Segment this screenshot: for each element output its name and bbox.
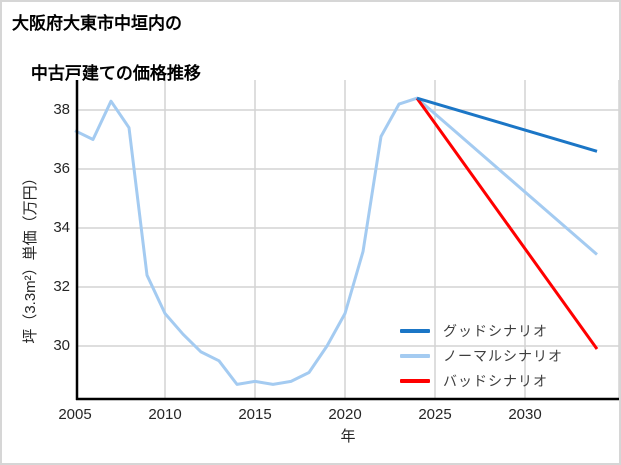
y-tick-36: 36 <box>53 160 70 177</box>
good-scenario-line-swatch <box>400 328 430 333</box>
legend-item-good: グッドシナリオ <box>400 318 563 343</box>
normal-scenario-line-swatch <box>400 353 430 358</box>
series-line-2 <box>415 97 599 350</box>
y-tick-38: 38 <box>53 101 70 118</box>
y-tick-34: 34 <box>53 219 70 236</box>
x-tick-2025: 2025 <box>418 406 452 423</box>
x-tick-2020: 2020 <box>328 406 362 423</box>
legend-label-bad: バッドシナリオ <box>443 372 548 389</box>
legend: グッドシナリオ ノーマルシナリオ バッドシナリオ <box>400 318 563 393</box>
legend-label-good: グッドシナリオ <box>443 322 548 339</box>
x-axis-label: 年 <box>340 428 356 445</box>
x-tick-2015: 2015 <box>238 406 272 423</box>
series-line-1 <box>74 96 598 386</box>
chart-title-line1: 大阪府大東市中垣内の <box>12 14 182 33</box>
y-tick-30: 30 <box>53 337 70 354</box>
legend-item-normal: ノーマルシナリオ <box>400 343 563 368</box>
chart-title: 大阪府大東市中垣内の 中古戸建ての価格推移 <box>12 11 201 86</box>
y-axis-label: 坪（3.3m²）単価（万円） <box>22 170 39 344</box>
x-tick-2005: 2005 <box>58 406 92 423</box>
chart-title-line2: 中古戸建ての価格推移 <box>30 64 201 83</box>
y-tick-32: 32 <box>53 278 70 295</box>
legend-label-normal: ノーマルシナリオ <box>443 347 563 364</box>
legend-item-bad: バッドシナリオ <box>400 368 563 393</box>
series-line-0 <box>416 96 598 153</box>
x-tick-2030: 2030 <box>508 406 542 423</box>
bad-scenario-line-swatch <box>400 378 430 383</box>
x-tick-2010: 2010 <box>148 406 182 423</box>
